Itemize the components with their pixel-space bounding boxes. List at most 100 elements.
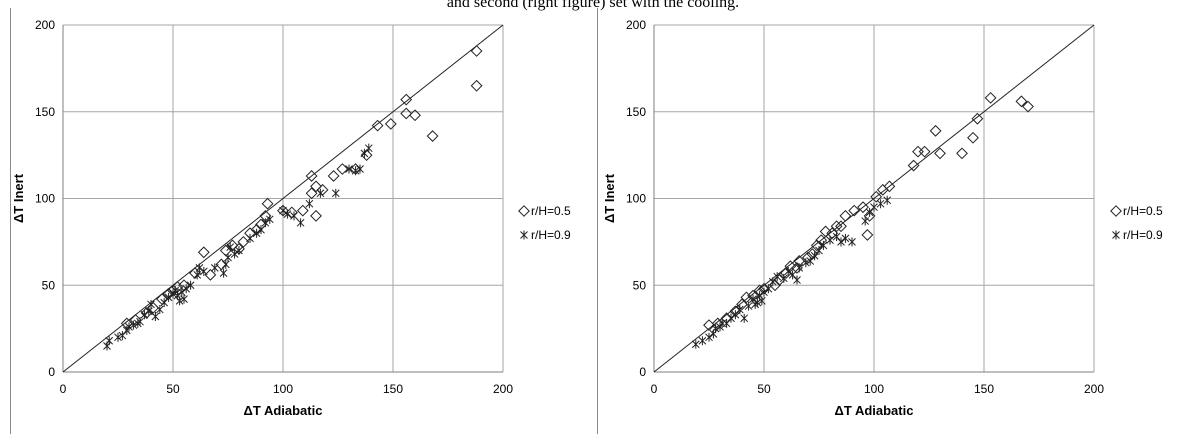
data-point-star xyxy=(740,313,749,323)
x-tick-label: 0 xyxy=(60,382,67,396)
data-point-star xyxy=(279,206,287,216)
data-point-star xyxy=(753,298,762,308)
data-point-star xyxy=(246,233,254,243)
x-tick-label: 50 xyxy=(757,382,771,396)
data-point-star xyxy=(155,305,164,315)
data-point-diamond xyxy=(956,147,968,160)
data-point-star xyxy=(114,332,122,342)
data-point-star xyxy=(793,275,801,285)
data-point-star xyxy=(105,336,114,346)
y-tick-label: 150 xyxy=(626,105,646,119)
data-point-star xyxy=(861,216,870,226)
data-point-diamond xyxy=(336,163,349,175)
data-point-star xyxy=(815,246,823,256)
data-point-star xyxy=(136,317,144,327)
data-point-star xyxy=(230,249,239,259)
data-point-star xyxy=(345,164,353,174)
panel-divider xyxy=(10,8,11,434)
data-point-star xyxy=(810,251,819,261)
data-point-star xyxy=(764,284,773,294)
data-point-star xyxy=(711,324,720,334)
data-point-diamond xyxy=(967,131,979,144)
series-diamond xyxy=(703,91,1034,332)
legend-label: r/H=0.5 xyxy=(531,204,571,218)
data-point-star xyxy=(235,246,243,256)
y-tick-label: 100 xyxy=(35,192,55,206)
data-point-diamond xyxy=(1015,95,1028,108)
data-point-star xyxy=(731,310,740,320)
data-point-diamond xyxy=(327,170,340,182)
data-point-diamond xyxy=(204,268,217,281)
data-point-star xyxy=(252,228,261,238)
data-point-star xyxy=(870,202,878,212)
data-point-star xyxy=(848,237,856,247)
data-point-star xyxy=(186,280,195,290)
data-point-diamond xyxy=(296,204,309,217)
data-point-star xyxy=(356,164,364,174)
data-point-star xyxy=(151,311,160,321)
data-point-star xyxy=(819,240,828,250)
data-point-star xyxy=(727,313,735,323)
data-point-star xyxy=(175,296,184,306)
data-point-star xyxy=(316,188,325,198)
data-point-diamond xyxy=(237,235,250,248)
data-point-diamond xyxy=(226,239,239,252)
data-point-diamond xyxy=(277,204,289,217)
data-point-star xyxy=(360,148,369,158)
data-point-diamond xyxy=(819,225,832,238)
scatter-chart: 0 50 100 150 200 0 50 100 150 200 ΔT Adiabatic ΔT I… xyxy=(11,18,571,418)
x-tick-label: 200 xyxy=(1084,382,1104,396)
data-point-star xyxy=(351,166,360,176)
data-point-star xyxy=(118,331,127,341)
legend-marker-diamond xyxy=(1110,205,1122,217)
legend-marker-diamond xyxy=(518,205,530,217)
data-point-diamond xyxy=(918,145,931,158)
data-point-diamond xyxy=(835,220,847,233)
data-point-diamond xyxy=(409,109,421,122)
y-tick-label: 50 xyxy=(42,278,56,292)
data-point-star xyxy=(779,273,788,283)
data-point-star xyxy=(698,336,707,346)
data-point-star xyxy=(182,284,191,294)
panel-divider xyxy=(597,8,598,434)
data-point-diamond xyxy=(215,258,228,271)
legend-label: r/H=0.5 xyxy=(1123,204,1163,218)
legend: r/H=0.5 r/H=0.9 xyxy=(1110,204,1163,242)
data-point-diamond xyxy=(261,197,274,210)
data-point-diamond xyxy=(815,234,828,247)
y-tick-label: 150 xyxy=(35,105,55,119)
data-point-diamond xyxy=(189,267,201,280)
data-point-diamond xyxy=(912,145,924,158)
data-point-diamond xyxy=(426,130,439,142)
data-point-star xyxy=(837,237,845,247)
data-point-star xyxy=(193,270,202,280)
series-star xyxy=(691,195,892,349)
y-tick-label: 200 xyxy=(626,18,646,32)
data-point-star xyxy=(180,294,188,304)
x-axis-label: ΔT Adiabatic xyxy=(835,403,914,418)
data-point-diamond xyxy=(310,180,322,193)
y-tick-label: 0 xyxy=(639,365,646,379)
data-point-diamond xyxy=(360,149,373,162)
data-point-star xyxy=(735,305,744,315)
data-point-star xyxy=(788,270,797,280)
data-point-star xyxy=(219,268,228,278)
data-point-star xyxy=(199,266,208,276)
data-point-diamond xyxy=(839,209,852,222)
data-point-star xyxy=(257,225,265,235)
x-tick-label: 150 xyxy=(974,382,994,396)
data-point-diamond xyxy=(197,246,210,259)
data-point-star xyxy=(331,188,340,198)
reference-line xyxy=(62,24,504,373)
data-point-diamond xyxy=(305,170,318,182)
data-point-star xyxy=(768,277,777,287)
data-point-star xyxy=(744,301,753,311)
data-point-star xyxy=(147,299,155,309)
y-tick-label: 100 xyxy=(626,192,646,206)
x-tick-label: 200 xyxy=(493,382,513,396)
data-point-star xyxy=(883,195,892,205)
data-point-diamond xyxy=(830,220,843,233)
data-point-diamond xyxy=(384,117,397,130)
data-point-diamond xyxy=(1022,100,1034,113)
x-axis-label: ΔT Adiabatic xyxy=(244,403,323,418)
